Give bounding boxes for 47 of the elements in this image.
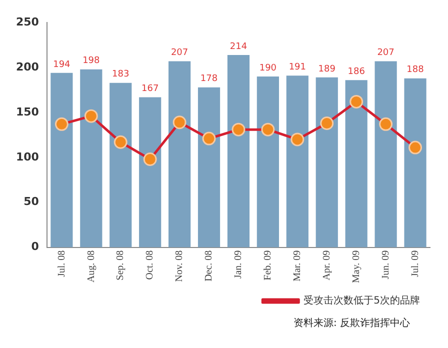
x-tick-label: Apr. 09	[322, 250, 332, 280]
data-label: 207	[377, 48, 394, 58]
data-label: 167	[141, 84, 159, 94]
data-label: 198	[82, 56, 100, 66]
bar	[198, 87, 220, 248]
data-label: 194	[53, 60, 71, 70]
data-label: 191	[288, 62, 306, 72]
x-tick-label: Dec. 08	[204, 250, 215, 282]
bar	[227, 54, 250, 248]
data-label: 189	[318, 64, 336, 74]
data-label: 183	[112, 70, 130, 80]
data-label: 214	[230, 42, 248, 52]
data-label: 186	[348, 66, 366, 77]
x-tick-label: Aug. 08	[86, 250, 97, 283]
x-tick-label: Mar. 09	[292, 250, 304, 282]
y-tick-label: 150	[16, 105, 40, 118]
y-tick-label: 200	[16, 60, 40, 74]
x-tick-label: Jul. 08	[56, 250, 68, 277]
data-label: 188	[406, 65, 424, 76]
bar	[139, 97, 162, 248]
y-tick-label: 0	[31, 240, 40, 254]
x-tick-label: Jan. 09	[233, 250, 244, 279]
bar	[80, 69, 102, 248]
bar	[286, 76, 308, 248]
legend-label: 受攻击次数低于5次的品牌	[304, 294, 420, 307]
bar	[256, 76, 279, 248]
bar	[345, 80, 368, 248]
text: 资料来源: 反欺诈指挥中心	[292, 316, 411, 330]
bar	[404, 78, 426, 248]
y-tick-label: 100	[16, 150, 40, 164]
x-tick-label: Jun. 09	[380, 250, 392, 280]
bar	[316, 77, 338, 248]
data-label: 207	[170, 48, 188, 58]
data-label: 178	[200, 74, 218, 84]
x-tick-label: Nov. 08	[174, 250, 186, 282]
x-tick-label: Sep. 08	[115, 250, 126, 280]
y-tick-label: 250	[16, 15, 40, 28]
bar	[374, 61, 397, 248]
bar	[110, 82, 132, 248]
x-tick-label: Jul. 09	[410, 250, 421, 277]
bar	[168, 61, 191, 248]
x-tick-label: May. 09	[350, 250, 362, 284]
data-label: 190	[259, 63, 277, 74]
x-tick-label: Feb. 09	[262, 250, 274, 280]
x-tick-label: Oct. 08	[144, 250, 156, 280]
y-tick-label: 50	[24, 195, 40, 208]
bar	[50, 72, 73, 248]
